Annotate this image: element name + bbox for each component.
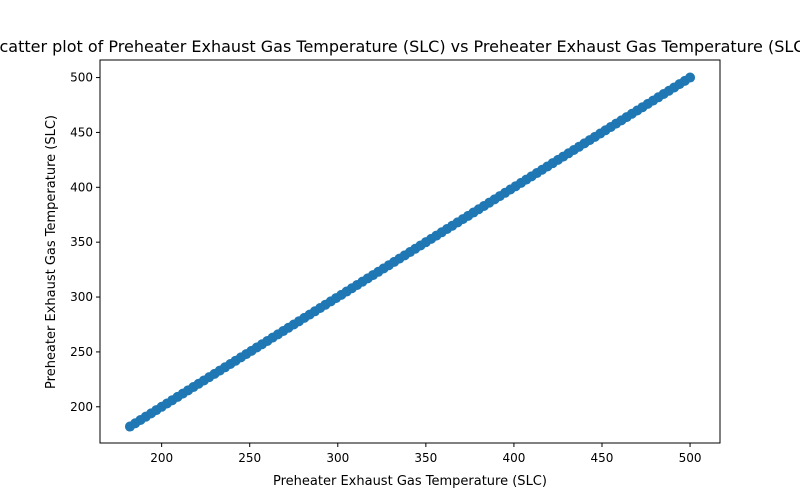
x-tick-label: 500: [679, 451, 702, 465]
plot-frame: [99, 59, 721, 444]
y-tick-label: 200: [70, 400, 93, 414]
scatter-points: [124, 72, 696, 432]
x-tick-label: 250: [238, 451, 261, 465]
x-axis-label: Preheater Exhaust Gas Temperature (SLC): [273, 474, 547, 489]
y-axis-label: Preheater Exhaust Gas Temperature (SLC): [44, 115, 59, 389]
x-tick-label: 200: [150, 451, 173, 465]
y-tick-label: 300: [70, 290, 93, 304]
y-axis-ticks: 200 250 300 350 400 450 500: [70, 71, 100, 414]
y-tick-label: 500: [70, 71, 93, 85]
x-tick-label: 350: [414, 451, 437, 465]
scatter-point: [685, 72, 696, 83]
x-axis-ticks: 200 250 300 350 400 450 500: [150, 443, 702, 465]
x-tick-label: 300: [326, 451, 349, 465]
y-tick-label: 250: [70, 345, 93, 359]
x-tick-label: 450: [591, 451, 614, 465]
y-tick-label: 400: [70, 180, 93, 194]
y-tick-label: 450: [70, 125, 93, 139]
x-tick-label: 400: [502, 451, 525, 465]
chart-title: Scatter plot of Preheater Exhaust Gas Te…: [0, 37, 800, 56]
y-tick-label: 350: [70, 235, 93, 249]
